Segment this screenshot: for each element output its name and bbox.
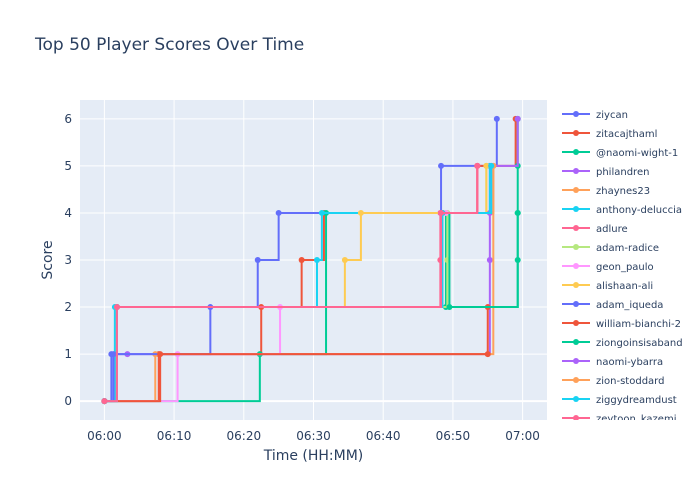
legend-label: zion-stoddard (596, 376, 664, 387)
legend-item[interactable]: zion-stoddard (562, 376, 664, 387)
legend-swatch-marker (573, 225, 579, 231)
y-tick-label: 6 (64, 112, 72, 126)
legend-swatch-marker (573, 320, 579, 326)
data-point (275, 209, 282, 216)
legend-item[interactable]: zitacajthaml (562, 129, 657, 140)
data-point (438, 162, 445, 169)
x-tick-label: 06:50 (436, 429, 471, 443)
y-tick-label: 4 (64, 206, 72, 220)
data-point (357, 209, 364, 216)
legend-swatch-marker (573, 301, 579, 307)
legend-label: ziggydreamdust (596, 395, 677, 406)
series-layer (101, 115, 521, 405)
legend-item[interactable]: naomi-ybarra (562, 357, 663, 368)
data-point (341, 257, 348, 263)
y-tick-label: 3 (64, 253, 72, 267)
data-point (514, 209, 521, 216)
legend-item[interactable]: ziggydreamdust (562, 395, 677, 406)
legend-item[interactable]: zhaynes23 (562, 186, 650, 197)
data-point (483, 162, 490, 169)
legend-label: adlure (596, 224, 628, 235)
x-axis-title: Time (HH:MM) (263, 448, 364, 464)
x-tick-labels: 06:00 06:10 06:20 06:30 06:40 06:50 07:00 (87, 429, 540, 443)
data-point (446, 304, 453, 311)
data-point (318, 209, 325, 216)
legend-label: @naomi-wight-1 (596, 148, 678, 159)
legend-label: zitacajthaml (596, 129, 657, 140)
legend-swatch-marker (573, 244, 579, 250)
legend-swatch-marker (573, 282, 579, 288)
legend-item[interactable]: adlure (562, 224, 628, 235)
legend-swatch-marker (573, 130, 579, 136)
legend-swatch-marker (573, 415, 579, 420)
legend-swatch-marker (573, 263, 579, 269)
legend-label: ziongoinsisaband (596, 338, 683, 349)
legend-label: philandren (596, 167, 649, 178)
legend-item[interactable]: zeytoon_kazemi (562, 414, 676, 425)
legend-label: geon_paulo (596, 262, 654, 273)
data-point (484, 351, 491, 358)
legend-item[interactable]: geon_paulo (562, 262, 654, 273)
legend-label: zeytoon_kazemi (596, 414, 676, 425)
data-point (514, 115, 521, 122)
legend-item[interactable]: anthony-deluccia (562, 205, 682, 216)
legend-item[interactable]: adam_iqueda (562, 300, 663, 311)
data-point (474, 162, 481, 169)
data-point (254, 257, 261, 263)
series-zeytoon_kazemi (101, 162, 481, 405)
data-point (313, 257, 320, 263)
legend-label: adam-radice (596, 243, 659, 254)
legend-item[interactable]: ziongoinsisaband (562, 338, 683, 349)
legend-label: naomi-ybarra (596, 357, 663, 368)
x-tick-label: 06:30 (296, 429, 331, 443)
legend-swatch-marker (573, 111, 579, 117)
legend-swatch-marker (573, 396, 579, 402)
y-tick-label: 0 (64, 394, 72, 408)
legend-item[interactable]: adam-radice (562, 243, 659, 254)
data-point (486, 257, 493, 263)
chart-title: Top 50 Player Scores Over Time (34, 35, 304, 55)
series-line (104, 165, 479, 403)
data-point (113, 304, 120, 311)
data-point (101, 398, 108, 405)
data-point (493, 115, 500, 122)
legend-item[interactable]: ziycan (562, 110, 628, 121)
legend-swatch-marker (573, 168, 579, 174)
legend-label: zhaynes23 (596, 186, 650, 197)
legend-swatch-marker (573, 149, 579, 155)
legend[interactable]: ziycan zitacajthaml @naomi-wight-1 philandr… (562, 110, 683, 425)
x-tick-label: 07:00 (505, 429, 540, 443)
data-point (298, 257, 305, 263)
legend-label: ziycan (596, 110, 628, 121)
y-tick-label: 5 (64, 159, 72, 173)
legend-label: william-bianchi-2 (596, 319, 681, 330)
y-tick-labels: 0 1 2 3 4 5 6 (64, 112, 72, 408)
x-tick-label: 06:40 (366, 429, 401, 443)
legend-label: adam_iqueda (596, 300, 663, 311)
legend-item[interactable]: @naomi-wight-1 (562, 148, 678, 159)
legend-swatch-marker (573, 187, 579, 193)
legend-label: anthony-deluccia (596, 205, 682, 216)
y-tick-label: 1 (64, 347, 72, 361)
data-point (438, 209, 445, 216)
legend-swatch-marker (573, 206, 579, 212)
data-point (488, 162, 495, 169)
x-tick-label: 06:00 (87, 429, 122, 443)
y-axis-title: Score (40, 240, 56, 279)
legend-swatch-marker (573, 377, 579, 383)
data-point (157, 351, 164, 358)
legend-swatch-marker (573, 358, 579, 364)
legend-swatch-marker (573, 339, 579, 345)
legend-item[interactable]: philandren (562, 167, 649, 178)
legend-item[interactable]: alishaan-ali (562, 281, 653, 292)
x-tick-label: 06:10 (157, 429, 192, 443)
legend-label: alishaan-ali (596, 281, 653, 292)
x-tick-label: 06:20 (227, 429, 262, 443)
y-tick-label: 2 (64, 300, 72, 314)
data-point (110, 351, 117, 358)
legend-item[interactable]: william-bianchi-2 (562, 319, 681, 330)
